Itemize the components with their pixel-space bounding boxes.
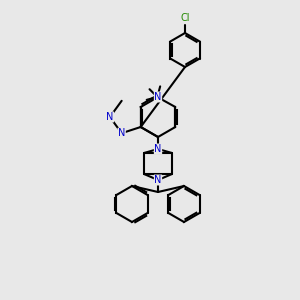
Text: N: N: [154, 175, 162, 185]
Text: N: N: [154, 92, 162, 102]
Text: N: N: [106, 112, 114, 122]
Text: Cl: Cl: [180, 13, 190, 23]
Text: N: N: [118, 128, 125, 138]
Text: N: N: [154, 144, 162, 154]
